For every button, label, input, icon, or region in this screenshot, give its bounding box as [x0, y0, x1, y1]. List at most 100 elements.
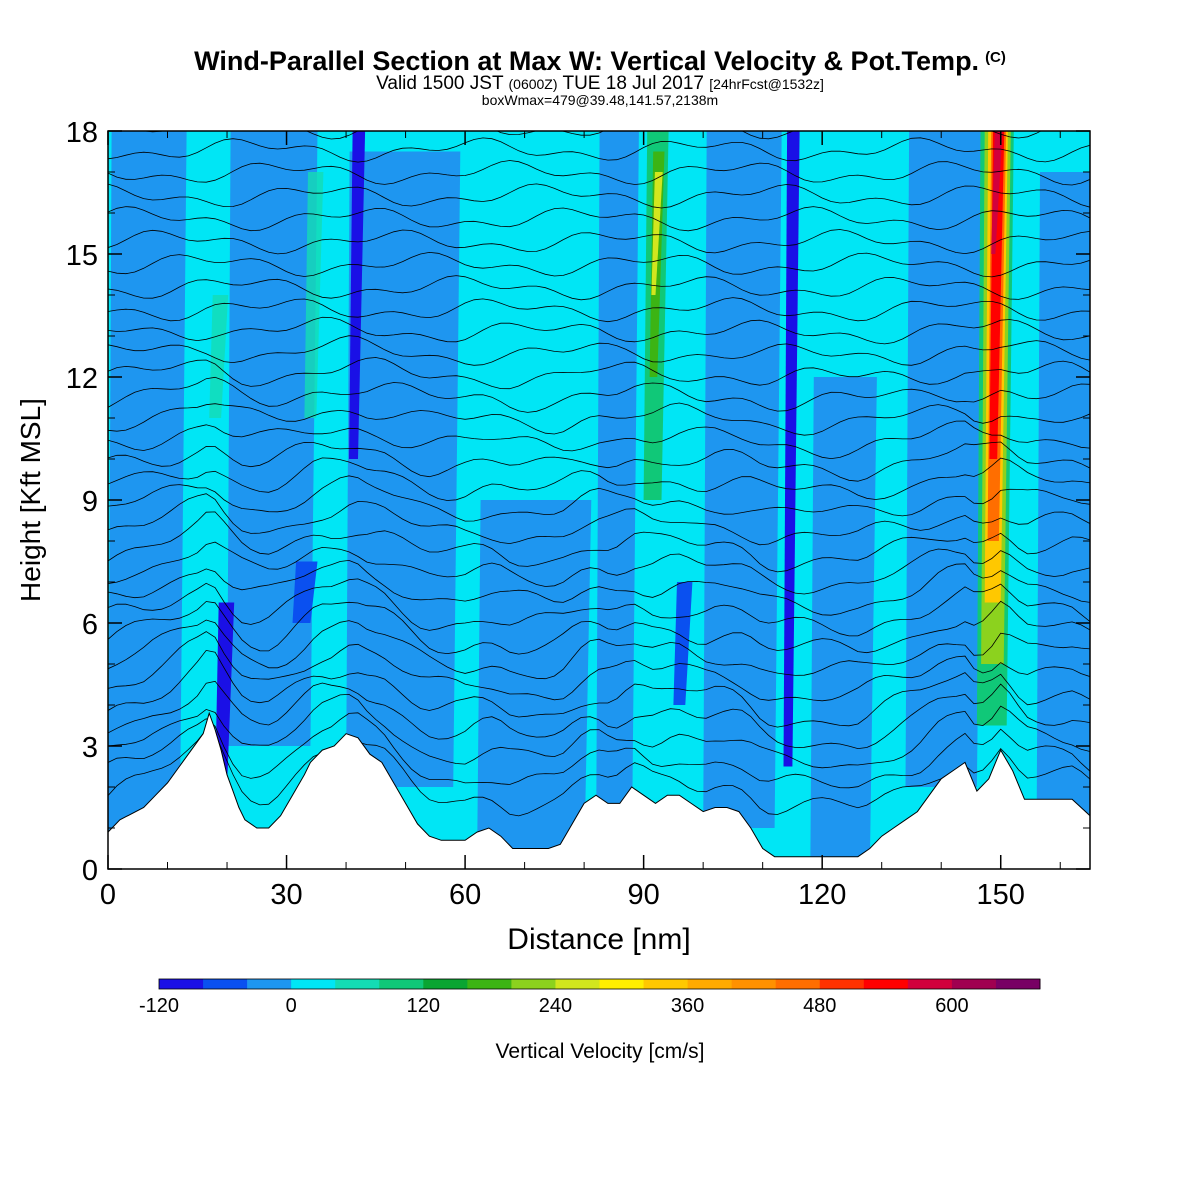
- x-axis-label: Distance [nm]: [507, 923, 690, 956]
- isentrope-line: [108, 316, 1090, 345]
- downdraft-region: [703, 131, 782, 828]
- isentrope-line: [108, 357, 1090, 390]
- colorbar-swatch: [687, 979, 733, 989]
- isentrope-line: [108, 402, 1090, 436]
- isentrope-line: [108, 729, 1090, 817]
- isentrope-line: [108, 183, 1090, 209]
- isentrope-line: [108, 619, 1090, 680]
- colorbar-swatch: [775, 979, 821, 989]
- downdraft-region: [596, 131, 639, 869]
- strong-downdraft: [673, 582, 693, 705]
- x-tick-label: 120: [798, 879, 846, 911]
- isentrope-line: [108, 559, 1090, 616]
- y-tick-label: 3: [82, 732, 98, 764]
- colorbar-swatch: [643, 979, 689, 989]
- colorbar-swatch: [291, 979, 336, 989]
- valid-time-text: Valid 1500 JST: [376, 73, 504, 94]
- colorbar-tick-label: 120: [407, 995, 440, 1017]
- colorbar-tick-label: 240: [539, 995, 572, 1017]
- valid-utc-text: (0600Z): [508, 76, 558, 92]
- downdraft-region: [905, 131, 985, 787]
- y-axis-label: Height [Kft MSL]: [15, 398, 46, 602]
- potential-temperature-contours: [108, 92, 1090, 817]
- box-wmax-text: boxWmax=479@39.48,141.57,2138m: [481, 92, 719, 108]
- colorbar-label: Vertical Velocity [cm/s]: [496, 1040, 705, 1063]
- colorbar-swatch: [599, 979, 645, 989]
- vertical-velocity-bands: [108, 131, 1090, 869]
- downdraft-region: [227, 131, 318, 746]
- downdraft-region: [1036, 172, 1090, 869]
- isentrope-line: [108, 693, 1090, 769]
- colorbar-swatch: [819, 979, 865, 989]
- valid-date-text: TUE 18 Jul 2017: [562, 73, 704, 94]
- y-tick-label: 18: [66, 117, 98, 149]
- isentrope-line: [108, 457, 1090, 501]
- strong-downdraft: [292, 561, 318, 623]
- colorbar-tick-label: -120: [139, 995, 179, 1017]
- chart-subtitle: Valid 1500 JST (0600Z) TUE 18 Jul 2017 […: [0, 73, 1200, 95]
- isentrope-line: [108, 712, 1090, 789]
- colorbar-tick-label: 0: [286, 995, 297, 1017]
- colorbar-swatch: [863, 979, 909, 989]
- colorbar-swatch: [379, 979, 424, 989]
- isentrope-line: [108, 137, 1090, 163]
- isentrope-line: [108, 92, 1090, 117]
- isentrope-line: [108, 493, 1090, 546]
- isentrope-line: [108, 131, 1042, 140]
- strong-downdraft: [349, 131, 366, 459]
- colorbar-frame: [158, 978, 1041, 990]
- colorbar-swatch: [951, 979, 997, 989]
- y-tick-label: 12: [66, 363, 98, 395]
- isentrope-line: [108, 441, 1090, 482]
- isentrope-line: [108, 275, 1090, 301]
- isentrope-line: [108, 649, 1090, 728]
- y-axis-ticks: 0 3 6 9 12 15 18: [66, 117, 1090, 887]
- x-tick-label: 60: [449, 879, 481, 911]
- copyright-mark: (C): [985, 49, 1006, 66]
- downdraft-region: [346, 151, 461, 787]
- updraft-plume: [991, 131, 1003, 254]
- isentrope-line: [108, 578, 1090, 637]
- isentrope-line: [108, 600, 1090, 655]
- terrain-profile: [108, 711, 1090, 869]
- isentrope-line: [108, 160, 1090, 186]
- downdraft-region: [108, 131, 187, 869]
- isentrope-line: [108, 680, 1090, 750]
- isentrope-line: [108, 335, 1090, 366]
- isentrope-line: [108, 297, 1090, 323]
- x-axis-ticks: 0 30 60 90 120 150: [100, 131, 1061, 911]
- y-tick-label: 9: [82, 486, 98, 518]
- isentrope-line: [108, 229, 1090, 255]
- isentrope-line: [108, 206, 1090, 232]
- colorbar-swatch: [159, 979, 204, 989]
- chart-title: Wind-Parallel Section at Max W: Vertical…: [0, 42, 1200, 77]
- forecast-text: [24hrFcst@1532z]: [709, 76, 824, 92]
- isentrope-line: [108, 631, 1090, 702]
- updraft-column: [209, 295, 229, 418]
- colorbar-tick-label: 480: [803, 995, 836, 1017]
- x-tick-label: 30: [270, 879, 302, 911]
- colorbar-tick-label: 360: [671, 995, 704, 1017]
- colorbar-swatch: [555, 979, 600, 989]
- colorbar-ticks: -120 0 120 240 360 480 600: [139, 995, 969, 1017]
- x-tick-label: 0: [100, 879, 116, 911]
- colorbar-swatch: [335, 979, 380, 989]
- plot-area: [108, 92, 1090, 869]
- colorbar-swatch: [995, 979, 1041, 989]
- isentrope-line: [108, 251, 1090, 278]
- y-tick-label: 15: [66, 240, 98, 272]
- downdraft-region: [477, 500, 592, 869]
- y-tick-label: 6: [82, 609, 98, 641]
- isentrope-line: [108, 376, 1090, 413]
- colorbar: [158, 978, 1041, 990]
- colorbar-swatch: [907, 979, 953, 989]
- colorbar-swatch: [467, 979, 512, 989]
- colorbar-swatch: [731, 979, 777, 989]
- isentrope-line: [108, 475, 1090, 522]
- isentrope-line: [108, 541, 1090, 595]
- colorbar-tick-label: 600: [935, 995, 968, 1017]
- colorbar-swatch: [423, 979, 468, 989]
- colorbar-swatch: [247, 979, 292, 989]
- updraft-column: [304, 172, 324, 418]
- y-tick-label: 0: [82, 855, 98, 887]
